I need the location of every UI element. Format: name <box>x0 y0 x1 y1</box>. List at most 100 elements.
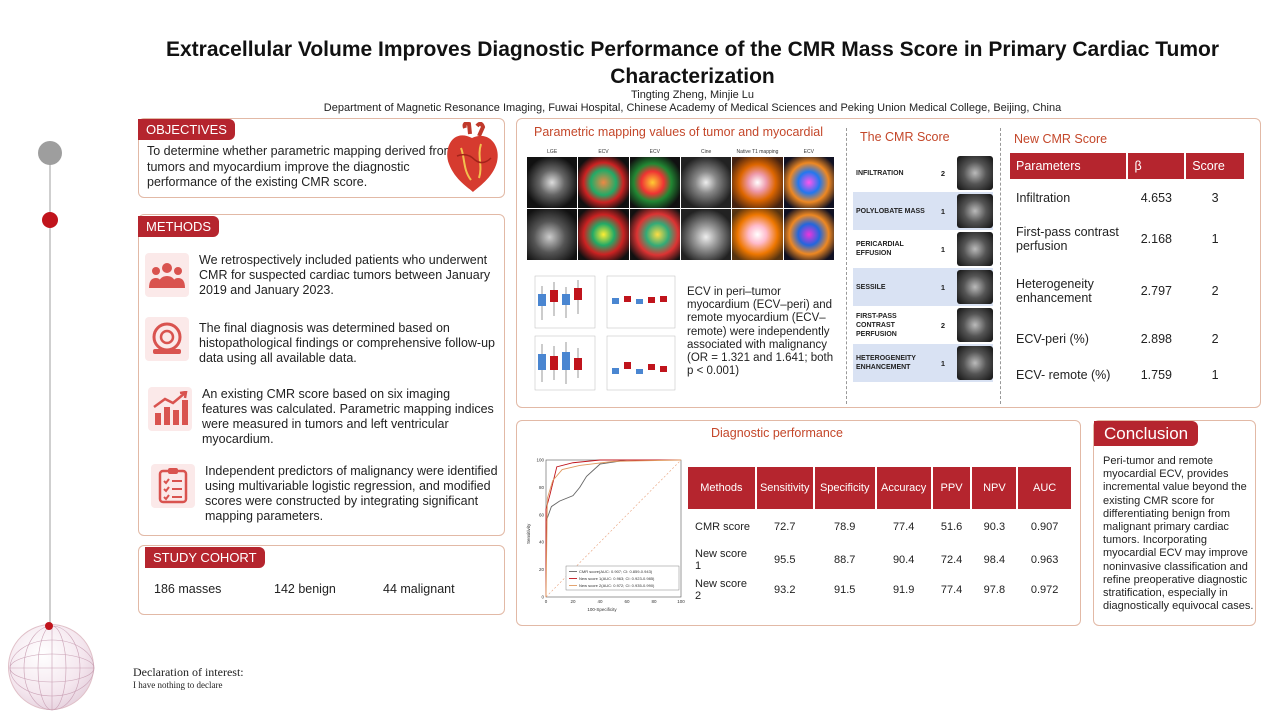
methods-badge: METHODS <box>138 216 219 237</box>
beta-cell: 2.898 <box>1140 331 1172 346</box>
beta-cell: 2.797 <box>1140 283 1172 298</box>
column-header: β <box>1127 153 1187 179</box>
cmr-feature: SESSILE <box>856 283 886 291</box>
cmr-score-row: SESSILE 1 <box>853 268 993 306</box>
x-tick-label: 100 <box>677 599 685 604</box>
x-tick-label: 20 <box>570 599 576 604</box>
declaration-title: Declaration of interest: <box>133 665 244 679</box>
value-cell: 91.5 <box>833 584 856 596</box>
cohort-badge: STUDY COHORT <box>145 547 265 568</box>
method-text: An existing CMR score based on six imagi… <box>202 387 494 446</box>
column-header: AUC <box>1017 467 1073 509</box>
value-cell: 90.4 <box>892 554 915 566</box>
mapping-title: Parametric mapping values of tumor and m… <box>534 125 824 139</box>
cohort-benign: 142 benign <box>274 582 336 596</box>
conclusion-text: Peri-tumor and remote myocardial ECV, pr… <box>1103 455 1254 613</box>
ecv-map-image <box>578 209 629 260</box>
table-row: First-pass contrast perfusion 2.168 1 <box>1010 217 1245 261</box>
cmr-score-row: FIRST-PASS CONTRAST PERFUSION 2 <box>853 306 993 344</box>
timeline-line <box>49 150 51 630</box>
method-text: The final diagnosis was determined based… <box>199 321 496 365</box>
ecv-map-image <box>629 157 680 208</box>
affiliation: Department of Magnetic Resonance Imaging… <box>323 102 1062 114</box>
ecv-map-image <box>578 157 629 208</box>
value-cell: 88.7 <box>833 554 856 566</box>
value-cell: 93.2 <box>774 584 796 596</box>
score-cell: 2 <box>1211 331 1219 346</box>
roc-series-line <box>545 459 682 598</box>
cine-image <box>680 157 732 208</box>
value-cell: 90.3 <box>983 521 1006 533</box>
legend-entry: New score 1(AUC: 0.963; CI: 0.923-0.985) <box>579 576 655 581</box>
image-column-label: Cine <box>701 149 712 155</box>
mri-image <box>527 209 578 260</box>
cohort-malignant: 44 malignant <box>383 582 455 596</box>
roc-chart: 0 20 40 60 80 100 0 20 40 60 80 100 Sensitivity 100… <box>524 454 688 614</box>
score-cell: 1 <box>1211 231 1219 246</box>
roc-series-line <box>545 459 681 597</box>
x-tick-label: 0 <box>545 599 548 604</box>
declaration-text: I have nothing to declare <box>133 680 223 690</box>
mri-thumbnail <box>957 270 993 304</box>
score-cell: 3 <box>1211 190 1219 205</box>
bar-chart-icon <box>148 387 192 431</box>
y-axis-label: Sensitivity <box>526 523 531 544</box>
t1-map-image <box>732 157 783 208</box>
cmr-feature-score: 1 <box>940 282 946 292</box>
score-cell: 2 <box>1211 283 1219 298</box>
y-tick-label: 80 <box>539 485 545 490</box>
value-cell: 78.9 <box>833 521 856 533</box>
performance-table: Methods Sensitivity Specificity Accuracy… <box>688 467 1073 605</box>
param-cell: Heterogeneity enhancement <box>1016 276 1094 306</box>
ecv-map-image <box>783 157 834 208</box>
column-header: Sensitivity <box>755 467 815 509</box>
image-column-label: ECV <box>803 149 814 155</box>
method-item: Independent predictors of malignancy wer… <box>151 464 501 524</box>
heart-icon <box>443 121 501 194</box>
image-column-label: Native T1 mapping <box>736 149 779 155</box>
methods-panel <box>138 214 505 536</box>
mri-thumbnail <box>957 346 993 380</box>
table-header-row: Parameters β Score <box>1010 153 1246 179</box>
column-header: Methods <box>688 467 757 509</box>
table-row: ECV-peri (%) 2.898 2 <box>1010 321 1245 357</box>
value-cell: 98.4 <box>983 554 1006 566</box>
table-row: New score 2 93.2 91.5 91.9 77.4 97.8 0.9… <box>688 575 1072 605</box>
cmr-feature: POLYLOBATE MASS <box>856 207 925 215</box>
boxplot-figure <box>527 272 679 396</box>
table-row: CMR score 72.7 78.9 77.4 51.6 90.3 0.907 <box>688 509 1072 545</box>
dashed-separator <box>846 128 847 404</box>
cohort-masses: 186 masses <box>154 582 222 596</box>
conclusion-badge: Conclusion <box>1094 421 1199 446</box>
patients-icon <box>145 253 189 297</box>
ecv-finding-text: ECV in peri–tumor myocardium (ECV–peri) … <box>687 286 834 378</box>
legend-entry: CMR score(AUC: 0.907; CI: 0.859-0.943) <box>579 569 653 574</box>
param-cell: First-pass contrast perfusion <box>1016 224 1119 254</box>
diagnostic-title: Diagnostic performance <box>711 426 844 440</box>
timeline-dot-red <box>42 212 58 228</box>
checklist-icon <box>151 464 195 508</box>
method-text: We retrospectively included patients who… <box>199 253 491 297</box>
objectives-text: To determine whether parametric mapping … <box>147 144 455 189</box>
cmr-score-title: The CMR Score <box>860 130 950 144</box>
param-cell: Infiltration <box>1016 190 1071 205</box>
mri-image <box>527 157 578 208</box>
param-cell: ECV- remote (%) <box>1016 367 1111 382</box>
value-cell: 51.6 <box>940 521 963 533</box>
value-cell: 0.963 <box>1030 554 1059 566</box>
y-tick-label: 40 <box>539 540 545 545</box>
table-row: ECV- remote (%) 1.759 1 <box>1010 357 1245 393</box>
column-header: PPV <box>931 467 973 509</box>
legend-entry: New score 2(AUC: 0.972; CI: 0.935-0.990) <box>579 583 655 588</box>
dashed-separator <box>1000 128 1001 404</box>
mri-thumbnail <box>957 156 993 190</box>
beta-cell: 1.759 <box>1140 367 1172 382</box>
method-cell: New score 1 <box>695 548 747 572</box>
method-text: Independent predictors of malignancy wer… <box>205 464 498 523</box>
value-cell: 0.907 <box>1030 521 1059 533</box>
authors: Tingting Zheng, Minjie Lu <box>630 89 755 101</box>
mri-scanner-icon <box>145 317 189 361</box>
timeline-dot-grey <box>38 141 62 165</box>
value-cell: 77.4 <box>940 584 963 596</box>
method-item: An existing CMR score based on six imagi… <box>148 387 498 447</box>
